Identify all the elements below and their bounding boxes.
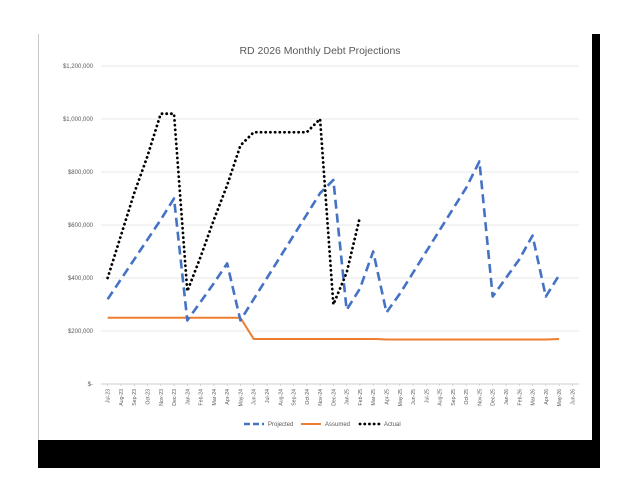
y-axis-ticks: $- $200,000 $400,000 $600,000 $800,000 $1,000… (63, 64, 94, 388)
series-line-projected (106, 160, 561, 322)
x-tick-label: Apr-24 (225, 389, 231, 405)
x-tick-label: Jul-24 (265, 389, 271, 403)
y-tick-label: $1,000,000 (63, 117, 94, 123)
black-border-bottom (38, 440, 600, 468)
x-tick-label: Jun-26 (570, 389, 576, 405)
x-tick-label: Aug-24 (278, 389, 284, 406)
x-tick-label: Jun-24 (252, 389, 258, 405)
x-tick-label: Mar-26 (531, 389, 537, 406)
x-axis-ticks: Jul-23 Aug-23 Sep-23 Oct-23 Nov-23 Dec-23 Jan-… (106, 384, 576, 406)
series-line-assumed (107, 316, 560, 341)
x-tick-label: May-25 (398, 389, 404, 406)
x-tick-label: May-26 (557, 389, 563, 406)
x-tick-label: May-24 (238, 389, 244, 406)
x-tick-label: Oct-24 (305, 389, 311, 405)
chart-area: RD 2026 Monthly Debt Projections $- $200,… (38, 34, 601, 440)
y-tick-label: $200,000 (68, 329, 94, 335)
x-tick-label: Apr-25 (384, 389, 390, 405)
x-tick-label: Nov-23 (159, 389, 165, 406)
x-tick-label: Nov-25 (477, 389, 483, 406)
x-tick-label: Sep-24 (292, 389, 298, 406)
y-tick-label: $- (88, 382, 93, 388)
x-tick-label: Nov-24 (318, 389, 324, 406)
x-tick-label: Jul-23 (106, 389, 112, 403)
x-tick-label: Aug-25 (438, 389, 444, 406)
x-tick-label: Feb-25 (358, 389, 364, 406)
y-tick-label: $600,000 (68, 223, 94, 229)
x-tick-label: Aug-23 (119, 389, 125, 406)
gridlines (101, 65, 579, 385)
black-border-right (592, 34, 600, 440)
y-tick-label: $400,000 (68, 276, 94, 282)
x-tick-label: Jan-24 (185, 389, 191, 405)
series-line-actual (106, 112, 362, 306)
x-tick-label: Dec-25 (491, 389, 497, 406)
x-tick-label: Jul-25 (424, 389, 430, 403)
x-tick-label: Jun-25 (411, 389, 417, 405)
x-tick-label: Jan-26 (504, 389, 510, 405)
x-tick-label: Jan-25 (345, 389, 351, 405)
x-tick-label: Oct-25 (464, 389, 470, 405)
chart-title: RD 2026 Monthly Debt Projections (239, 45, 400, 57)
legend-label-projected: Projected (268, 422, 293, 428)
y-tick-label: $1,200,000 (63, 64, 94, 70)
line-chart: RD 2026 Monthly Debt Projections $- $200,… (63, 45, 579, 428)
x-tick-label: Mar-24 (212, 389, 218, 406)
x-tick-label: Apr-26 (544, 389, 550, 405)
legend-label-actual: Actual (384, 422, 401, 428)
x-tick-label: Dec-23 (172, 389, 178, 406)
y-tick-label: $800,000 (68, 170, 94, 176)
legend-label-assumed: Assumed (325, 422, 350, 428)
x-tick-label: Sep-25 (451, 389, 457, 406)
x-tick-label: Feb-24 (199, 389, 205, 406)
x-tick-label: Feb-26 (517, 389, 523, 406)
x-tick-label: Mar-25 (371, 389, 377, 406)
legend: Projected Assumed Actual (244, 422, 401, 428)
x-tick-label: Dec-24 (331, 389, 337, 406)
series-lines (106, 112, 561, 341)
x-tick-label: Oct-23 (145, 389, 151, 405)
x-tick-label: Sep-23 (132, 389, 138, 406)
